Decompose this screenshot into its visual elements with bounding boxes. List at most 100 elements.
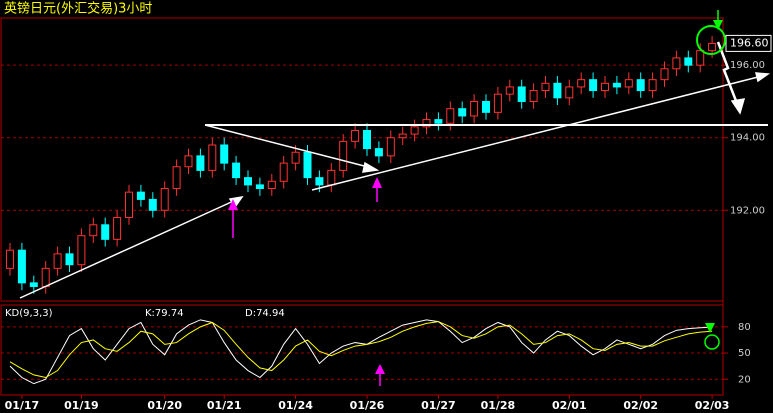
arrow-head — [755, 72, 771, 83]
candle-body — [53, 253, 62, 269]
signal-arrow-head — [372, 177, 382, 188]
forecast-arrow — [716, 41, 740, 107]
candle-body — [470, 100, 479, 117]
kd-line — [9, 319, 713, 385]
candle-body — [17, 249, 26, 284]
candle-body — [244, 177, 252, 186]
candle-body — [148, 198, 157, 211]
candle-body — [6, 249, 14, 269]
x-tick-label: 01/17 — [5, 399, 40, 412]
candle-body — [672, 57, 681, 70]
candle-body — [303, 151, 312, 179]
candle-body — [577, 79, 586, 88]
annotations — [19, 41, 771, 299]
candle-body — [493, 93, 502, 113]
y-tick-label: 50 — [738, 348, 751, 359]
kd-title: KD(9,3,3) — [5, 308, 53, 319]
candle-body — [386, 137, 395, 157]
candle-body — [422, 119, 431, 128]
y-tick-label: 20 — [738, 374, 751, 385]
candle-body — [65, 253, 74, 266]
x-tick-label: 01/21 — [207, 399, 242, 412]
candle-body — [648, 79, 657, 92]
candle-body — [101, 224, 110, 240]
candle-body — [482, 100, 490, 113]
candle-body — [589, 79, 598, 92]
last-price-label: 196.60 — [730, 36, 769, 49]
x-tick-label: 01/20 — [147, 399, 182, 412]
chart-title: 英镑日元(外汇交易)3小时 — [4, 1, 152, 17]
y-tick-label: 194.00 — [730, 133, 765, 144]
candle-body — [529, 90, 538, 102]
k-label: K:79.74 — [145, 308, 184, 319]
y-tick-label: 80 — [738, 322, 751, 333]
x-tick-label: 01/26 — [350, 399, 385, 412]
candle-body — [601, 82, 609, 92]
x-tick-label: 01/28 — [481, 399, 516, 412]
trend-line — [311, 75, 763, 191]
candle-body — [327, 169, 336, 186]
candle-body — [196, 155, 205, 171]
x-tick-label: 01/24 — [278, 399, 313, 412]
candle-body — [374, 148, 383, 157]
candle-body — [29, 282, 38, 287]
candle-body — [708, 42, 717, 52]
candle-body — [565, 86, 574, 99]
candle-body — [517, 86, 526, 102]
candle-body — [684, 57, 693, 66]
candle-body — [505, 86, 514, 95]
x-tick-label: 02/03 — [695, 399, 730, 412]
candle-body — [220, 144, 229, 164]
candle-body — [125, 191, 133, 219]
candle-body — [89, 224, 98, 237]
signal-arrow-head — [375, 364, 385, 374]
trend-line — [19, 198, 239, 299]
candle-body — [267, 180, 276, 190]
x-tick-label: 02/01 — [552, 399, 587, 412]
candle-body — [291, 151, 300, 164]
candle-body — [458, 108, 467, 117]
candle-body — [315, 177, 324, 186]
candle-body — [172, 166, 181, 190]
candle-body — [553, 82, 562, 99]
candle-body — [77, 235, 86, 266]
candle-body — [612, 82, 621, 88]
y-tick-label: 192.00 — [730, 205, 765, 216]
x-tick-label: 01/19 — [64, 399, 99, 412]
candle-body — [208, 144, 217, 171]
candle-body — [279, 162, 288, 182]
trend-line — [204, 124, 373, 169]
candle-body — [339, 140, 348, 171]
candle-body — [136, 191, 145, 200]
candle-body — [541, 82, 550, 92]
arrow-head — [362, 161, 380, 173]
candle-body — [398, 133, 407, 139]
candle-body — [351, 129, 360, 142]
signal-arrow-head — [713, 20, 723, 30]
x-tick-label: 02/02 — [623, 399, 658, 412]
signal-arrow-head — [705, 323, 715, 333]
y-tick-label: 196.00 — [730, 60, 765, 71]
candle-body — [696, 50, 705, 66]
candle-body — [410, 126, 419, 135]
highlight-circle — [696, 25, 726, 55]
candle-body — [660, 68, 669, 81]
candle-body — [41, 267, 50, 287]
candle-body — [446, 108, 455, 124]
candle-body — [255, 184, 264, 190]
candle-body — [113, 217, 122, 240]
main-frame — [0, 17, 724, 302]
candle-body — [363, 129, 371, 150]
x-tick-label: 01/27 — [421, 399, 456, 412]
kd-line — [9, 321, 713, 379]
candle-body — [184, 155, 193, 168]
candle-body — [624, 79, 633, 88]
signal-arrow-head — [228, 199, 238, 210]
last-price-box — [725, 34, 772, 52]
markers — [228, 10, 726, 386]
candle-body — [160, 188, 169, 211]
highlight-circle — [704, 334, 720, 350]
candle-body — [232, 162, 241, 179]
d-label: D:74.94 — [245, 308, 285, 319]
